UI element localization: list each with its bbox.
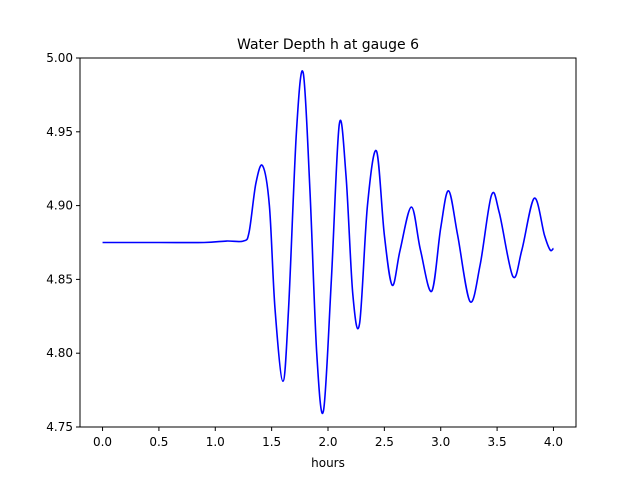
x-tick-label: 4.0 [544, 435, 563, 449]
plot-area [102, 70, 554, 414]
x-axis-label: hours [311, 456, 345, 470]
x-tick-label: 2.5 [375, 435, 394, 449]
x-tick-label: 1.5 [262, 435, 281, 449]
y-axis-ticks: 4.75 4.80 4.85 4.90 4.95 5.00 [46, 51, 80, 434]
series-line [102, 70, 554, 414]
x-tick-label: 0.0 [93, 435, 112, 449]
x-tick-label: 2.0 [318, 435, 337, 449]
y-tick-label: 4.90 [46, 199, 73, 213]
y-tick-label: 4.95 [46, 125, 73, 139]
x-axis-ticks: 0.0 0.5 1.0 1.5 2.0 2.5 3.0 3.5 4.0 [93, 427, 563, 449]
y-tick-label: 4.75 [46, 420, 73, 434]
x-tick-label: 1.0 [206, 435, 225, 449]
chart-title: Water Depth h at gauge 6 [237, 37, 419, 53]
x-tick-label: 3.5 [488, 435, 507, 449]
y-tick-label: 4.85 [46, 272, 73, 286]
x-tick-label: 3.0 [431, 435, 450, 449]
x-tick-label: 0.5 [149, 435, 168, 449]
y-tick-label: 5.00 [46, 51, 73, 65]
y-tick-label: 4.80 [46, 346, 73, 360]
